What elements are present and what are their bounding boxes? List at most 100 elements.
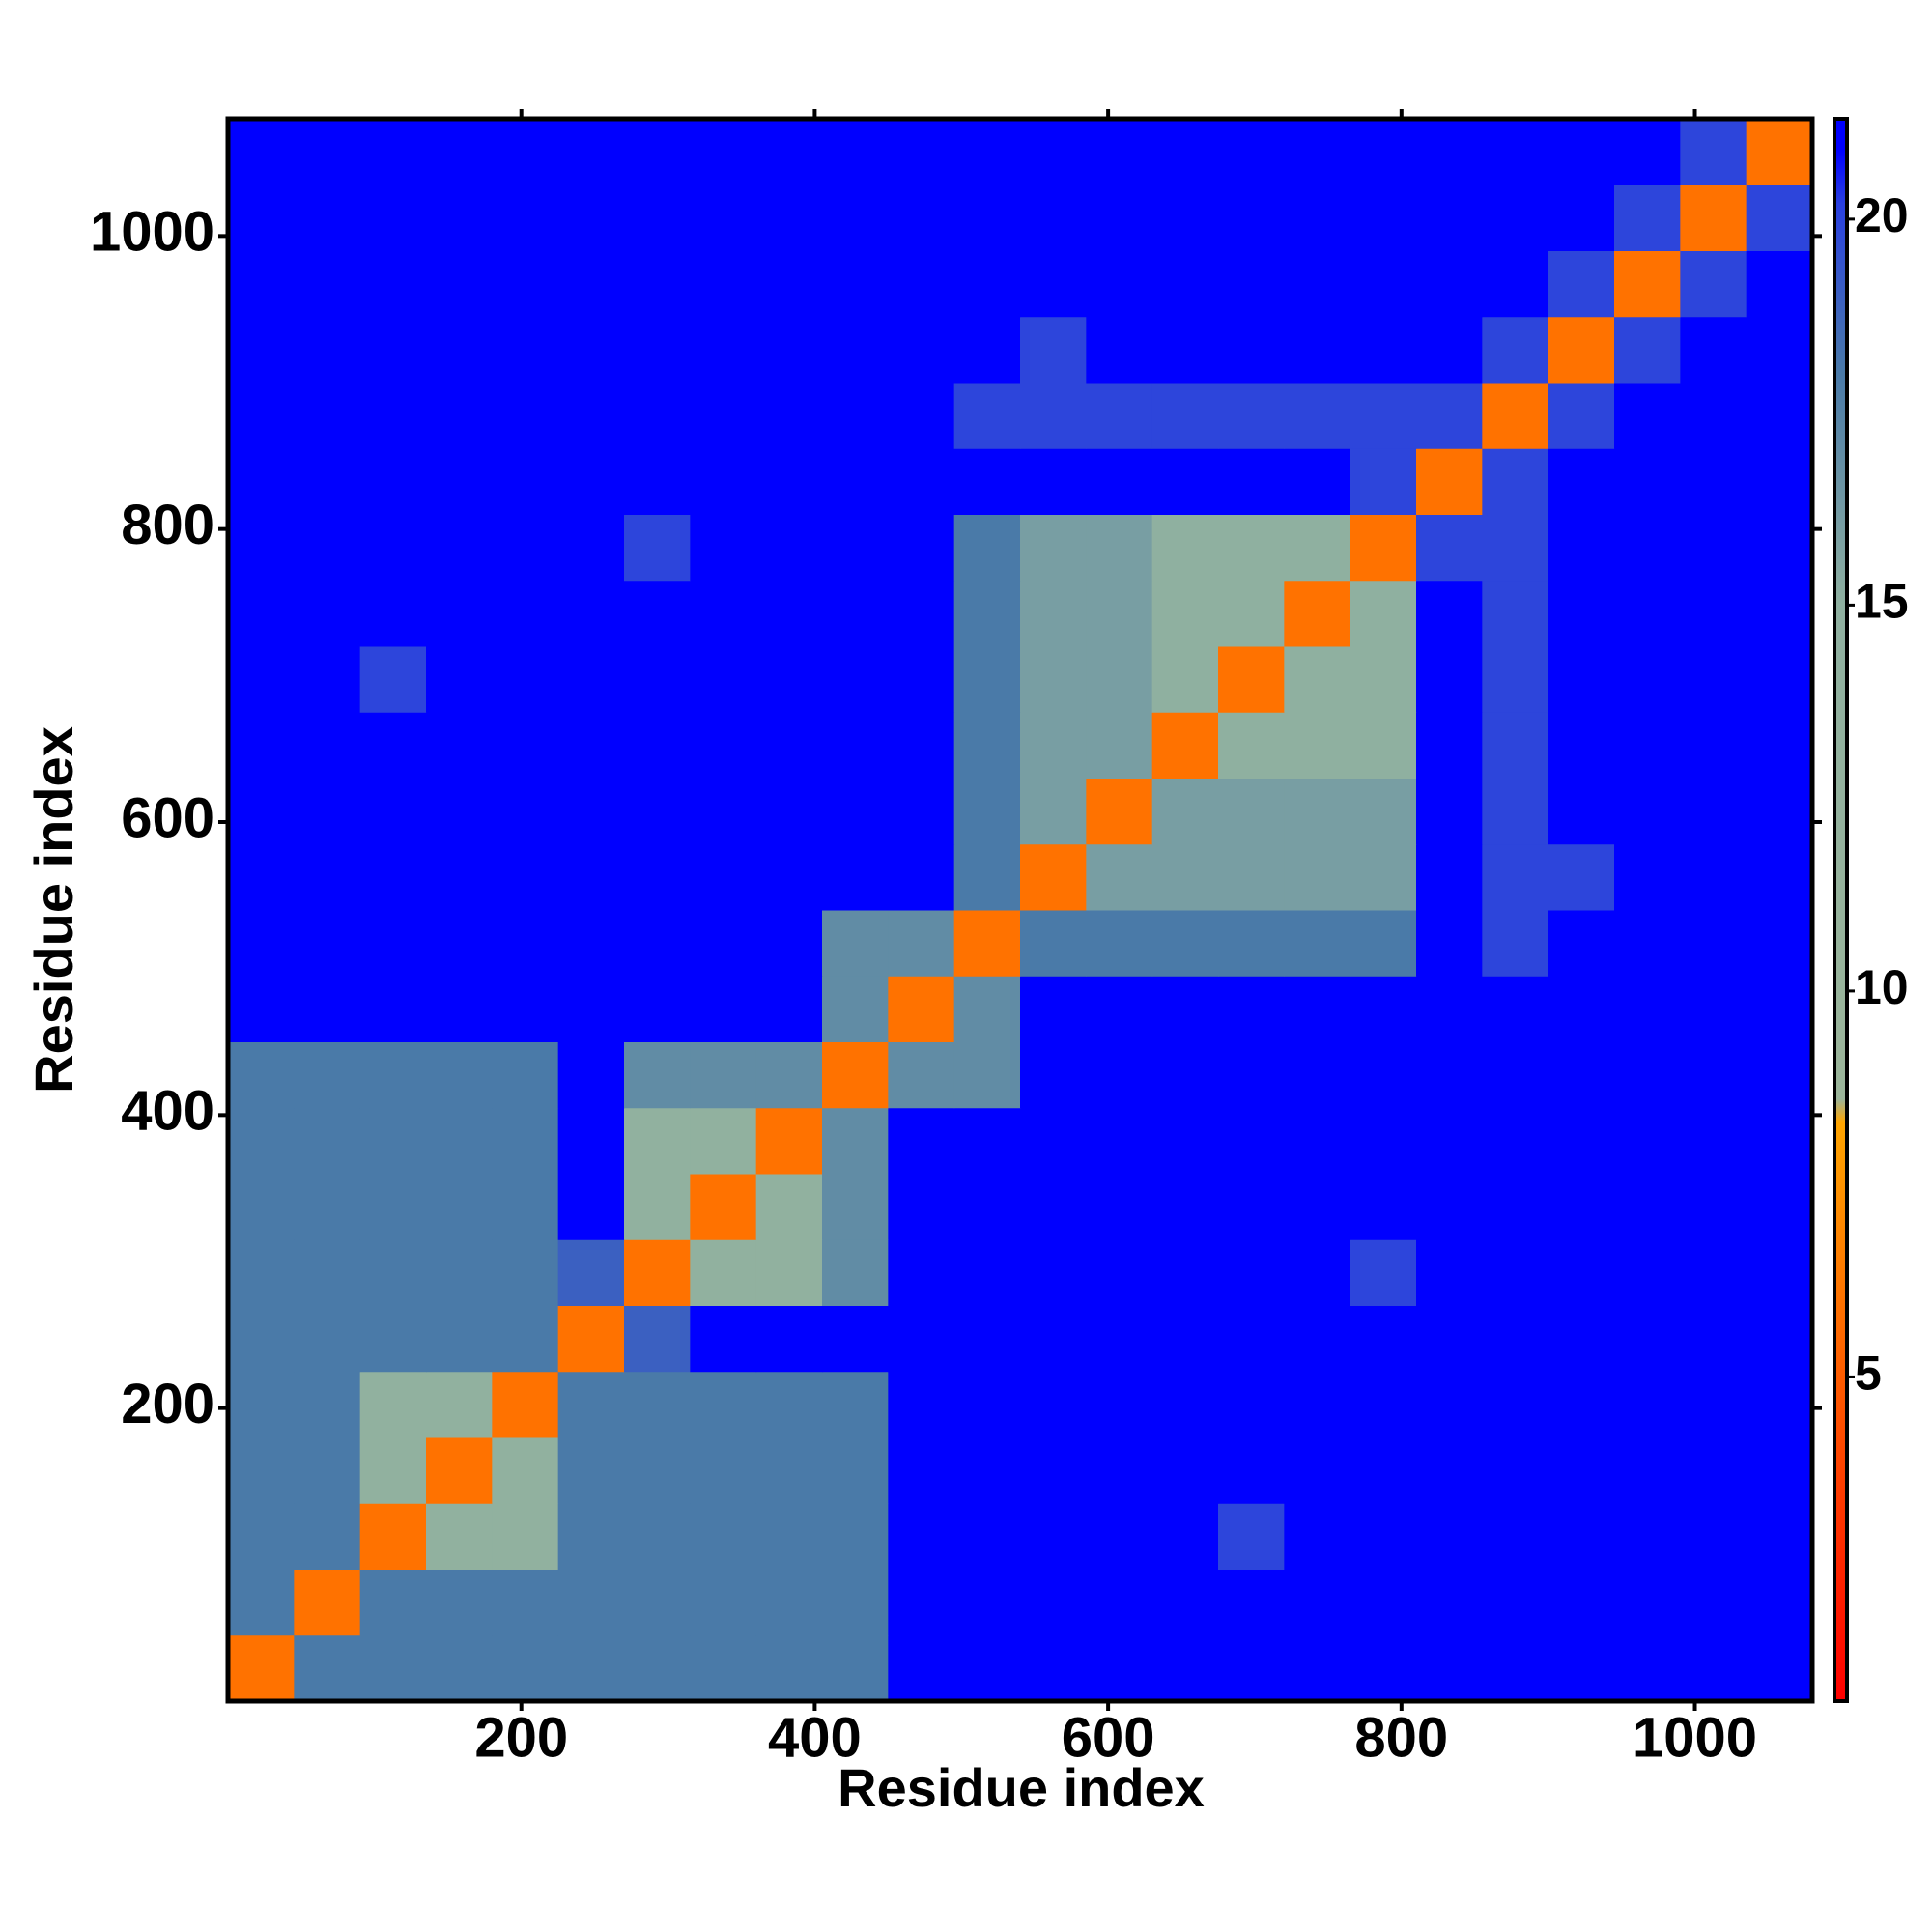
heatmap-cell <box>1350 910 1417 977</box>
heatmap-cell <box>1746 185 1813 251</box>
heatmap-cell <box>953 1437 1021 1504</box>
heatmap-cell <box>1746 250 1813 318</box>
heatmap-cell <box>755 383 823 449</box>
heatmap-cell <box>359 1174 427 1240</box>
heatmap-cell <box>690 514 757 582</box>
heatmap-cell <box>1086 646 1153 713</box>
heatmap-cell <box>1680 1437 1747 1504</box>
heatmap-cell <box>624 712 691 779</box>
heatmap-cell <box>1680 843 1747 911</box>
heatmap-cell <box>1218 448 1285 515</box>
heatmap-cell <box>228 778 295 845</box>
x-tick-label: 600 <box>1062 1706 1155 1769</box>
x-axis-title: Residue index <box>838 1757 1205 1818</box>
heatmap-cell <box>557 1174 625 1240</box>
heatmap-cell <box>228 185 295 251</box>
heatmap-cell <box>1020 119 1087 185</box>
heatmap-cell <box>953 910 1021 977</box>
heatmap-cell <box>557 712 625 779</box>
heatmap-cell <box>822 185 889 251</box>
heatmap-cell <box>1482 1041 1549 1109</box>
heatmap-cell <box>953 250 1021 318</box>
heatmap-cell <box>1284 1569 1351 1636</box>
heatmap-cell <box>1680 383 1747 449</box>
heatmap-cell <box>1151 1239 1219 1306</box>
heatmap-cell <box>1284 514 1351 582</box>
heatmap-cell <box>624 1174 691 1240</box>
heatmap-cell <box>690 250 757 318</box>
heatmap-cell <box>1218 1107 1285 1175</box>
heatmap-cell <box>1482 712 1549 779</box>
heatmap-cell <box>359 580 427 647</box>
heatmap-cell <box>359 778 427 845</box>
heatmap-cell <box>492 119 559 185</box>
heatmap-cell <box>1614 1437 1681 1504</box>
heatmap-cell <box>1151 1437 1219 1504</box>
heatmap-cell <box>1284 1305 1351 1373</box>
heatmap-cell <box>492 910 559 977</box>
heatmap-cell <box>1218 1634 1285 1702</box>
heatmap-cell <box>1020 185 1087 251</box>
heatmap-cell <box>1746 316 1813 384</box>
heatmap-cell <box>1416 1305 1483 1373</box>
heatmap-cell <box>624 1569 691 1636</box>
heatmap-cell <box>1350 1569 1417 1636</box>
heatmap-cell <box>624 185 691 251</box>
colorbar <box>1833 117 1849 1703</box>
heatmap-cell <box>1416 1634 1483 1702</box>
heatmap-cell <box>755 514 823 582</box>
plot-frame <box>225 116 1815 1704</box>
heatmap-cell <box>690 185 757 251</box>
heatmap-cell <box>294 580 361 647</box>
heatmap-cell <box>624 1239 691 1306</box>
heatmap-cell <box>1416 1569 1483 1636</box>
heatmap-cell <box>426 514 493 582</box>
heatmap-cell <box>1680 580 1747 647</box>
heatmap-cell <box>624 448 691 515</box>
heatmap-cell <box>1482 646 1549 713</box>
heatmap-cell <box>822 646 889 713</box>
heatmap-cell <box>1350 580 1417 647</box>
heatmap-cell <box>755 1503 823 1570</box>
heatmap-cell <box>822 1371 889 1438</box>
heatmap-cell <box>294 646 361 713</box>
heatmap-cell <box>426 1041 493 1109</box>
heatmap-cell <box>426 1634 493 1702</box>
heatmap-cell <box>426 580 493 647</box>
heatmap-cell <box>426 910 493 977</box>
heatmap-cell <box>492 976 559 1042</box>
heatmap-cell <box>1548 316 1615 384</box>
heatmap-cell <box>1548 185 1615 251</box>
heatmap-cell <box>888 1305 955 1373</box>
heatmap-cell <box>1218 1305 1285 1373</box>
heatmap-cell <box>359 250 427 318</box>
heatmap-cell <box>294 1041 361 1109</box>
heatmap-cell <box>1548 646 1615 713</box>
heatmap-cell <box>228 1305 295 1373</box>
heatmap-cell <box>1350 976 1417 1042</box>
heatmap-cell <box>492 1305 559 1373</box>
heatmap-cell <box>1086 514 1153 582</box>
heatmap-cell <box>1284 1041 1351 1109</box>
heatmap-cell <box>1218 1437 1285 1504</box>
heatmap-cell <box>359 514 427 582</box>
heatmap-cell <box>822 514 889 582</box>
heatmap-cell <box>690 119 757 185</box>
heatmap-cell <box>359 1041 427 1109</box>
heatmap-cell <box>953 514 1021 582</box>
heatmap-cell <box>624 778 691 845</box>
heatmap-cell <box>822 778 889 845</box>
colorbar-tick-label: 15 <box>1855 575 1909 629</box>
heatmap-cell <box>755 1371 823 1438</box>
heatmap-cell <box>1284 185 1351 251</box>
heatmap-cell <box>492 843 559 911</box>
heatmap-cell <box>228 910 295 977</box>
heatmap-cell <box>822 383 889 449</box>
heatmap-cell <box>1020 1305 1087 1373</box>
heatmap-cell <box>1680 1503 1747 1570</box>
heatmap-cell <box>557 1437 625 1504</box>
heatmap-cell <box>1614 910 1681 977</box>
heatmap-cell <box>1086 1503 1153 1570</box>
heatmap-cell <box>1350 185 1417 251</box>
heatmap-cell <box>1746 1437 1813 1504</box>
